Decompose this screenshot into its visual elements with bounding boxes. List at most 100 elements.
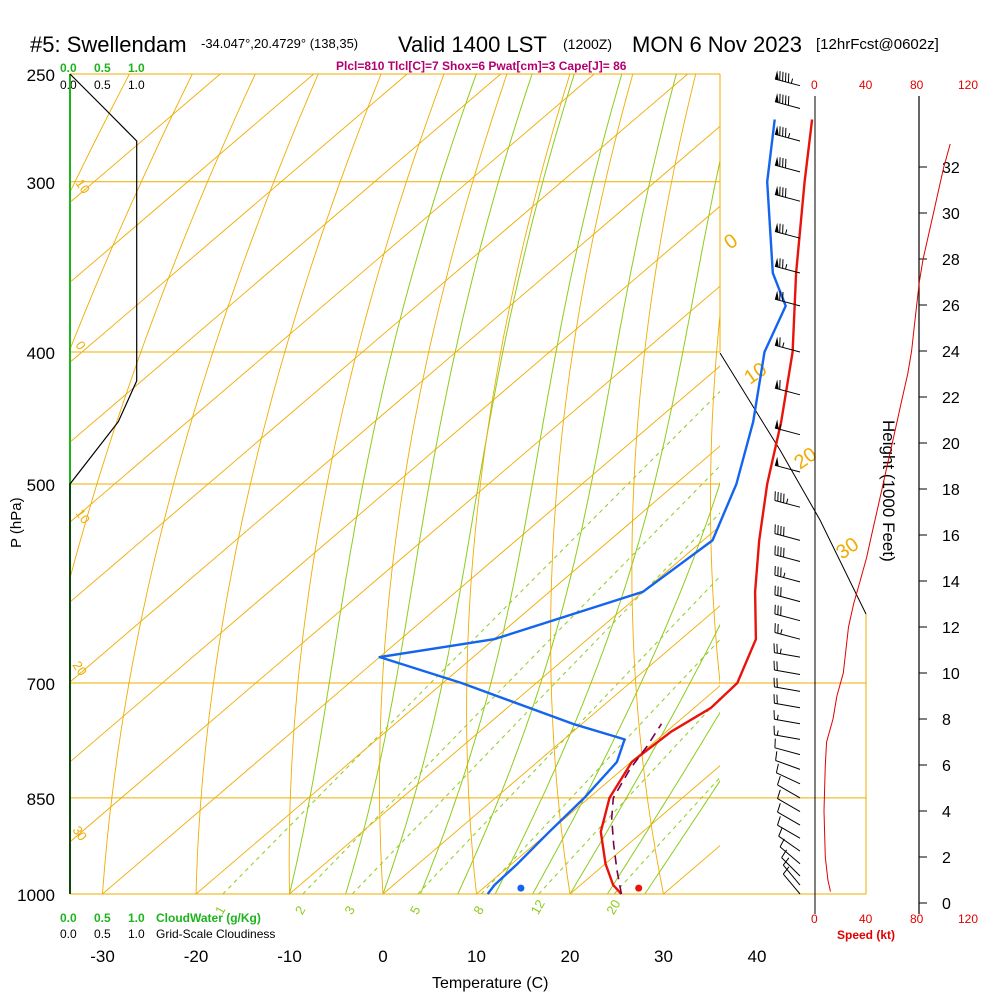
height-tick-label: 20 xyxy=(942,436,960,453)
wind-barb-flag xyxy=(774,125,779,136)
isotherm-label: 20 xyxy=(70,658,91,678)
isotherm-label: 0 xyxy=(720,230,742,254)
moist-adiabat-line xyxy=(289,74,477,894)
isotherm-label: 10 xyxy=(740,358,771,389)
cloud-tick-2: 1.0 xyxy=(128,78,145,92)
speed-tick-top-0: 0 xyxy=(811,78,818,92)
sounding-traces xyxy=(378,119,814,895)
valid-time: Valid 1400 LST xyxy=(398,32,547,57)
speed-axis-bottom: 0 40 80 120 xyxy=(811,912,978,926)
moist-adiabat-line xyxy=(457,74,677,894)
wind-barb xyxy=(774,185,801,202)
cloudwater-label: CloudWater (g/Kg) xyxy=(156,911,261,925)
speed-tick-top-80: 80 xyxy=(910,78,924,92)
wind-barb xyxy=(774,93,801,109)
mixing-ratio-line xyxy=(351,512,720,894)
wind-barb-feather xyxy=(777,789,781,799)
wind-barb xyxy=(777,789,801,813)
wind-barb-staff xyxy=(774,574,801,583)
moist-adiabat-line xyxy=(532,481,720,894)
wind-barb xyxy=(777,775,801,799)
wind-barb-staff xyxy=(774,734,801,740)
wind-barb xyxy=(774,456,801,473)
moist-adiabat-line xyxy=(569,623,720,894)
wind-barb-half-feather xyxy=(785,229,788,235)
x-axis-label: Temperature (C) xyxy=(432,975,548,992)
height-tick-label: 18 xyxy=(942,482,960,499)
wind-barb xyxy=(773,725,801,740)
height-axis-label: Height (1000 Feet) xyxy=(879,420,898,562)
wind-barb xyxy=(774,290,801,307)
wind-barb xyxy=(782,866,801,895)
wind-barb-flag xyxy=(774,257,779,268)
wind-barb-staff xyxy=(774,78,801,87)
wind-barb-feather xyxy=(777,775,781,786)
wind-barb-staff xyxy=(774,554,801,562)
dry-adiabat-line xyxy=(70,74,193,351)
pressure-tick-label: 700 xyxy=(27,675,55,694)
height-tick-label: 2 xyxy=(942,850,951,867)
dry-adiabat-line xyxy=(710,310,720,687)
wind-barb-flag xyxy=(774,336,779,347)
wind-barb-flag xyxy=(774,456,779,467)
dry-adiabat-line xyxy=(550,74,634,894)
isotherm-line xyxy=(757,74,1000,894)
wind-barb-staff xyxy=(774,747,801,756)
wind-barb-staff xyxy=(774,133,801,142)
y-axis-label: P (hPa) xyxy=(8,497,25,548)
moist-adiabat-line xyxy=(345,74,533,894)
wind-barb xyxy=(773,677,801,692)
wind-barb xyxy=(774,257,801,274)
cw-bottom-tick-0: 0.0 xyxy=(60,911,77,925)
cw-bottom-tick-2: 1.0 xyxy=(128,911,145,925)
wind-barb-staff xyxy=(774,344,801,353)
height-tick-label: 14 xyxy=(942,574,960,591)
wind-barb xyxy=(779,838,801,865)
wind-barb xyxy=(773,643,801,658)
wind-barb xyxy=(774,125,801,142)
wind-barb-staff xyxy=(778,835,801,852)
wind-barb-staff xyxy=(777,798,801,813)
wind-barb-feather xyxy=(777,803,781,813)
dry-adiabat-line xyxy=(288,74,445,894)
mixing-ratio-line xyxy=(417,575,720,894)
cloudwater-scale-bottom: 0.0 0.5 1.0 CloudWater (g/Kg) 0.0 0.5 1.… xyxy=(60,911,275,941)
height-tick-label: 24 xyxy=(942,344,960,361)
temperature-tick-label: -10 xyxy=(277,947,302,966)
wind-barb-feather xyxy=(777,816,781,826)
temperature-tick-label: -30 xyxy=(90,947,115,966)
wind-barb xyxy=(773,660,801,675)
pressure-tick-label: 500 xyxy=(27,476,55,495)
temperature-tick-label: 20 xyxy=(561,947,580,966)
wind-barb-half-feather xyxy=(779,424,782,430)
wind-barb-staff xyxy=(782,864,801,886)
wind-barb-staff xyxy=(777,824,801,839)
height-tick-label: 22 xyxy=(942,390,960,407)
wind-barb xyxy=(775,751,801,770)
wind-barb xyxy=(774,222,801,239)
wind-barb-staff xyxy=(782,873,801,895)
moist-adiabat-line xyxy=(382,74,575,894)
dewpoint-trace xyxy=(378,119,787,895)
surface-temperature-dot xyxy=(635,884,643,892)
wind-barb-staff xyxy=(776,772,801,785)
cloud-bottom-tick-2: 1.0 xyxy=(128,927,145,941)
wind-barb-staff xyxy=(774,632,801,640)
wind-barb-flag xyxy=(774,70,779,80)
wind-barb-staff xyxy=(779,846,801,865)
temperature-tick-label: 40 xyxy=(748,947,767,966)
isotherm-label: 10 xyxy=(73,176,94,196)
mixing-ratio-label: 20 xyxy=(603,897,623,917)
height-tick-label: 32 xyxy=(942,160,960,177)
wind-barb-staff xyxy=(774,533,801,541)
speed-tick-bottom-80: 80 xyxy=(910,912,924,926)
wind-barb xyxy=(774,585,801,603)
wind-speed-profile xyxy=(823,143,951,892)
wind-barb-staff xyxy=(774,594,801,603)
mixing-ratio-label: 3 xyxy=(341,903,358,917)
height-tick-label: 26 xyxy=(942,298,960,315)
wind-barb-staff xyxy=(774,387,801,396)
